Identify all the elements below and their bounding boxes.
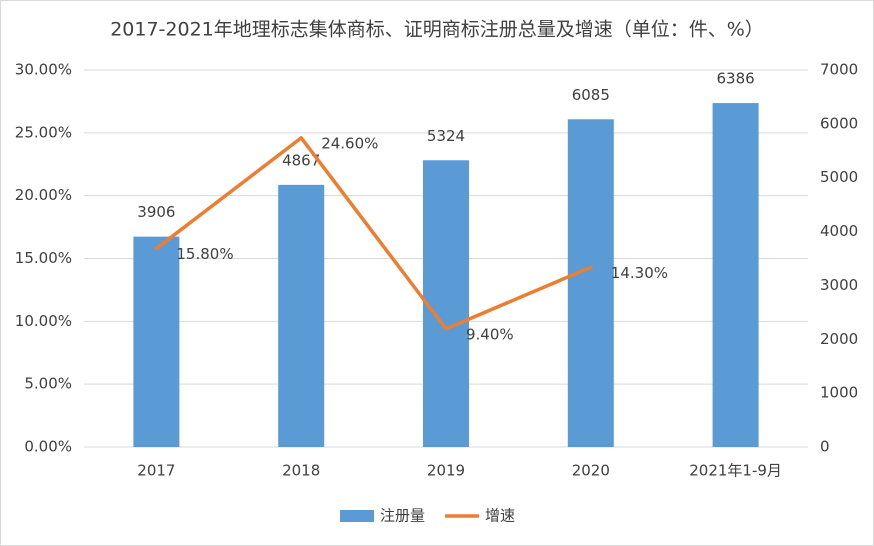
bar-value-label: 6386 bbox=[717, 70, 755, 88]
y2-tick-label: 0 bbox=[820, 438, 830, 456]
line-value-label: 14.30% bbox=[611, 264, 668, 282]
line-value-label: 9.40% bbox=[466, 325, 514, 343]
bar-value-label: 3906 bbox=[137, 203, 175, 221]
x-tick-label: 2017 bbox=[137, 462, 175, 480]
x-tick-label: 2019 bbox=[427, 462, 465, 480]
bar bbox=[133, 236, 180, 447]
bar-value-label: 5324 bbox=[427, 127, 465, 145]
y-tick-label: 15.00% bbox=[15, 249, 72, 267]
y-tick-label: 0.00% bbox=[24, 438, 72, 456]
legend-label: 增速 bbox=[485, 507, 515, 525]
y2-tick-label: 6000 bbox=[820, 114, 858, 132]
line-value-label: 15.80% bbox=[176, 245, 233, 263]
legend-label: 注册量 bbox=[380, 507, 425, 525]
bar bbox=[712, 103, 759, 447]
y-tick-label: 10.00% bbox=[15, 312, 72, 330]
bar bbox=[423, 160, 469, 447]
bar-value-label: 6085 bbox=[572, 86, 610, 104]
y2-tick-label: 4000 bbox=[820, 222, 858, 240]
line bbox=[154, 136, 593, 331]
legend-swatch bbox=[340, 510, 374, 522]
y-tick-label: 25.00% bbox=[15, 123, 72, 141]
bar-value-label: 4867 bbox=[282, 151, 320, 169]
y2-tick-label: 1000 bbox=[820, 384, 858, 402]
y-tick-label: 30.00% bbox=[15, 61, 72, 79]
chart-title: 2017-2021年地理标志集体商标、证明商标注册总量及增速（单位：件、%） bbox=[110, 19, 764, 41]
x-tick-label: 2020 bbox=[572, 462, 610, 480]
bar bbox=[567, 119, 614, 447]
x-tick-label: 2018 bbox=[282, 462, 320, 480]
y2-tick-label: 2000 bbox=[820, 330, 858, 348]
y2-tick-label: 5000 bbox=[820, 168, 858, 186]
y-tick-label: 5.00% bbox=[24, 375, 72, 393]
line-value-label: 24.60% bbox=[321, 134, 378, 152]
y-tick-label: 20.00% bbox=[15, 186, 72, 204]
y2-tick-label: 3000 bbox=[820, 276, 858, 294]
y2-tick-label: 7000 bbox=[820, 61, 858, 79]
x-tick-label: 2021年1-9月 bbox=[689, 462, 782, 480]
bar bbox=[278, 184, 325, 447]
